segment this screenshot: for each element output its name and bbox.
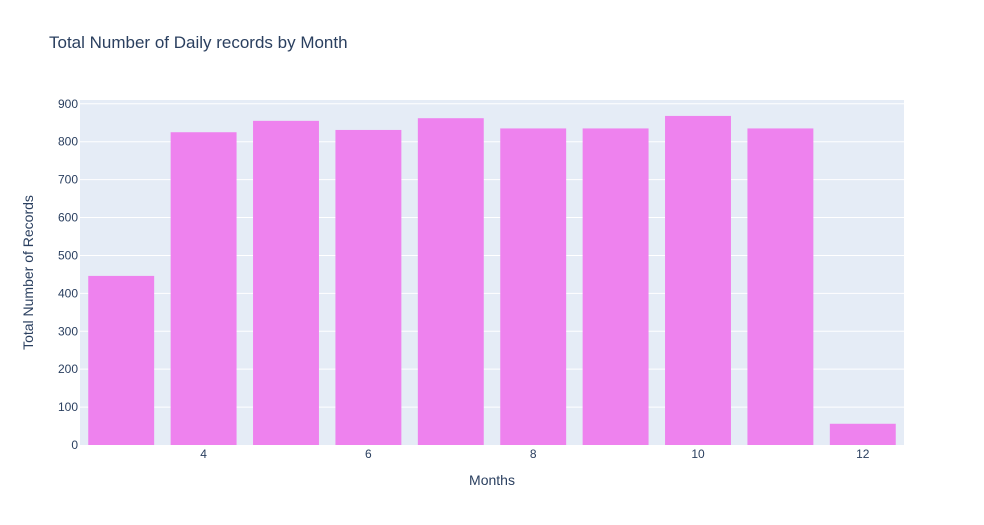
x-tick-labels: 4 6 8 10 12	[200, 447, 870, 461]
x-tick-label: 4	[200, 447, 207, 461]
y-tick-labels: 0 100 200 300 400 500 600 700 800 900	[58, 97, 78, 452]
chart-title: Total Number of Daily records by Month	[49, 33, 348, 52]
y-tick-label: 800	[58, 135, 78, 149]
bar-month-11	[747, 128, 814, 445]
bar-month-5	[253, 120, 319, 445]
bar-month-12	[829, 423, 896, 445]
y-tick-label: 200	[58, 362, 78, 376]
bar-month-10	[665, 115, 731, 445]
y-tick-label: 100	[58, 400, 78, 414]
y-tick-label: 500	[58, 248, 78, 262]
bar-month-6	[335, 129, 402, 445]
bar-month-7	[417, 118, 484, 445]
y-tick-label: 400	[58, 286, 78, 300]
y-tick-label: 700	[58, 173, 78, 187]
bars	[88, 115, 896, 445]
x-tick-label: 6	[365, 447, 372, 461]
y-tick-label: 900	[58, 97, 78, 111]
x-tick-label: 10	[691, 447, 705, 461]
x-tick-label: 12	[856, 447, 870, 461]
y-tick-label: 300	[58, 324, 78, 338]
y-tick-label: 600	[58, 211, 78, 225]
x-tick-label: 8	[530, 447, 537, 461]
y-tick-label: 0	[71, 438, 78, 452]
bar-month-3	[88, 275, 155, 445]
bar-month-8	[500, 128, 567, 445]
bar-month-9	[582, 128, 649, 445]
x-axis-label: Months	[469, 472, 515, 488]
bar-month-4	[170, 132, 237, 445]
y-axis-label: Total Number of Records	[20, 195, 36, 350]
